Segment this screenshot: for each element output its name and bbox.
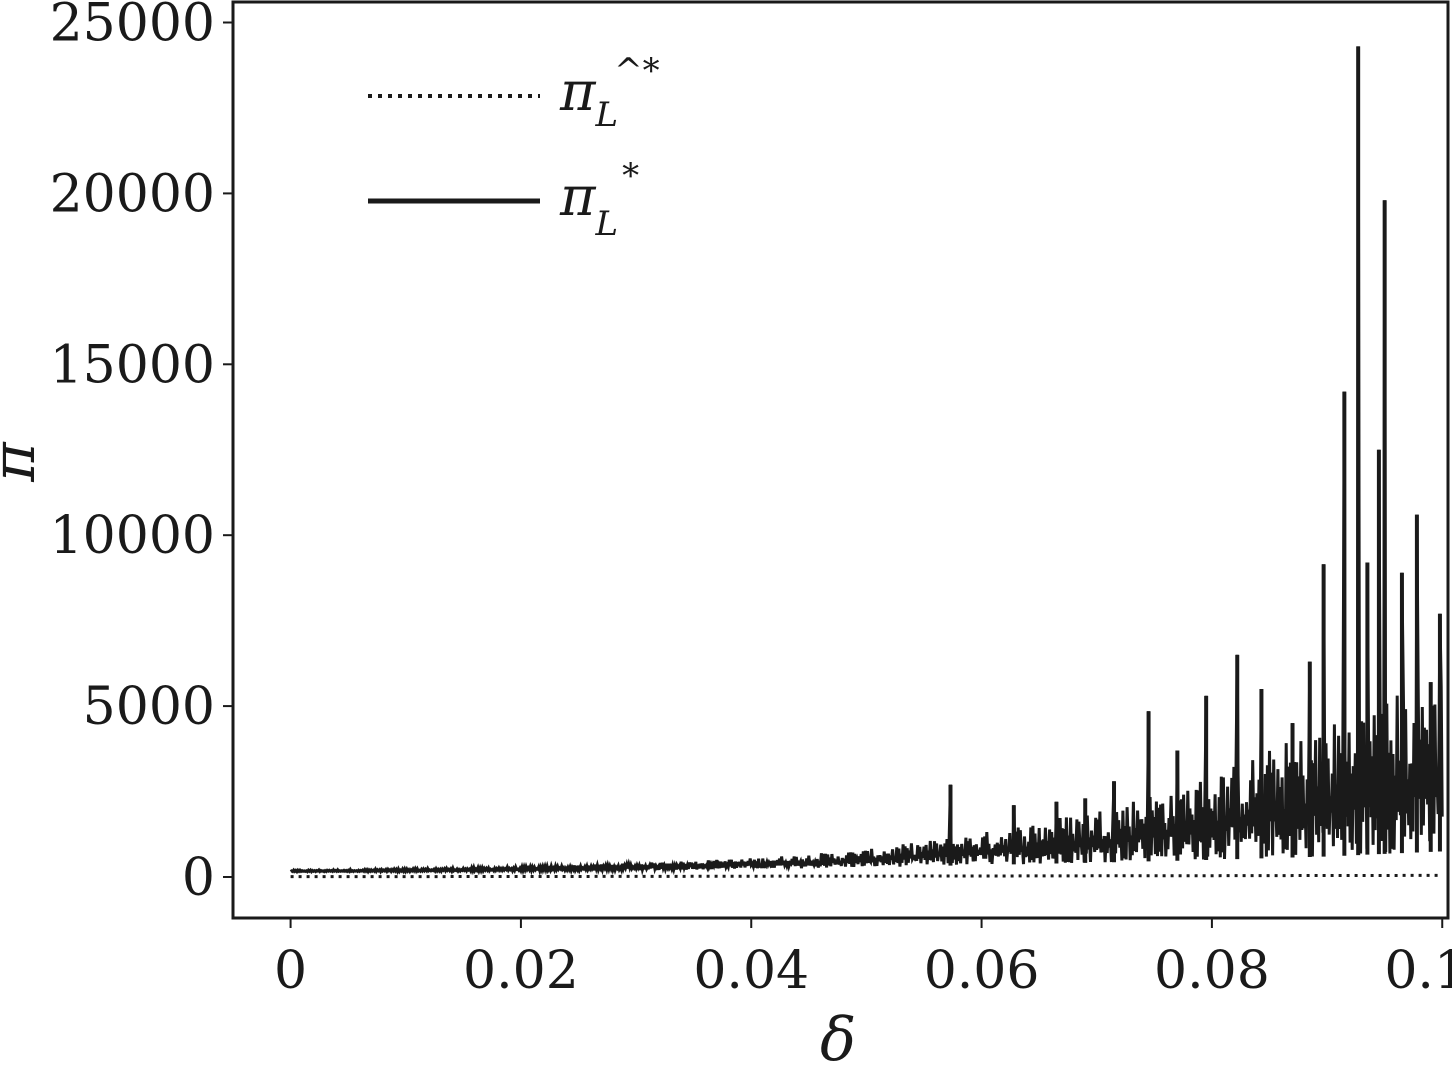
legend-label-1-main: π: [559, 60, 597, 123]
x-tick-label: 0: [274, 941, 307, 1001]
legend-label-2: πL*: [559, 156, 639, 244]
x-tick-label: 0.04: [693, 941, 809, 1001]
y-tick-label: 15000: [50, 335, 215, 395]
legend-label-2-sup: *: [622, 156, 639, 196]
legend-label-1-sup: ^*: [614, 51, 660, 91]
x-tick-label: 0.06: [924, 941, 1040, 1001]
y-tick-label: 5000: [83, 677, 215, 737]
x-tick-label: 0.10: [1384, 941, 1452, 1001]
legend-label-1-sub: L: [595, 95, 619, 135]
legend-label-1: πL^*: [559, 51, 660, 135]
x-tick-label: 0.08: [1154, 941, 1270, 1001]
series-solid-line: [289, 46, 1444, 877]
legend: πL^* πL*: [368, 51, 660, 244]
y-tick-label: 20000: [50, 164, 215, 224]
plot-area: [289, 46, 1444, 879]
x-axis: 0 0.02 0.04 0.06 0.08 0.10: [274, 918, 1452, 1001]
y-tick-label: 0: [182, 848, 215, 908]
x-tick-label: 0.02: [463, 941, 579, 1001]
y-axis-label: π: [0, 441, 49, 483]
legend-label-2-main: π: [559, 165, 597, 228]
series-dotted-line: [290, 873, 1443, 879]
y-tick-label: 25000: [50, 0, 215, 54]
y-tick-label: 10000: [50, 506, 215, 566]
legend-label-2-sub: L: [595, 204, 619, 244]
plot-frame: [231, 0, 1450, 920]
x-axis-label: δ: [820, 1005, 856, 1067]
y-axis: 0 5000 10000 15000 20000 25000: [50, 0, 233, 908]
